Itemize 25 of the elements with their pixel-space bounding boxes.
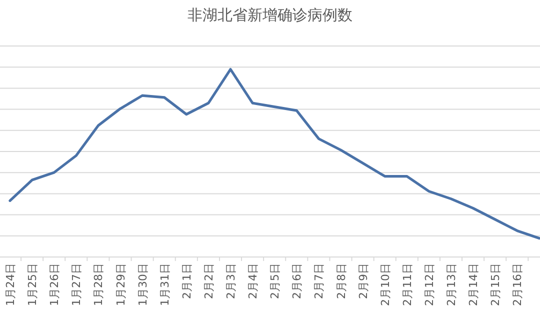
x-tick-label: 2月11日 [400,263,414,306]
x-tick-label: 2月16日 [511,263,524,306]
x-tick-label: 2月13日 [445,263,458,306]
x-tick-label: 2月6日 [290,263,304,299]
x-tick-label: 2月4日 [246,263,260,299]
x-tick-label: 2月7日 [312,263,326,299]
x-tick-label: 2月9日 [356,263,370,299]
x-tick-label: 1月29日 [114,263,128,306]
x-tick-label: 2月15日 [489,263,502,306]
x-tick-label: 2月14日 [467,263,480,306]
x-tick-label: 1月26日 [48,263,62,306]
x-tick-label: 2月3日 [224,263,238,299]
x-tick-label: 2月5日 [268,263,282,299]
x-tick-label: 1月28日 [92,263,106,306]
x-tick-label: 2月10日 [378,263,392,306]
x-tick-label: 2月2日 [202,263,216,299]
x-tick-label: 1月24日 [4,263,17,306]
x-tick-label: 2月8日 [334,263,348,299]
x-tick-label: 1月27日 [70,263,84,306]
x-tick-label: 1月30日 [136,263,150,306]
x-tick-label: 1月25日 [26,263,40,306]
chart-title: 非湖北省新增确诊病例数 [188,6,352,24]
x-tick-label: 1月31日 [158,263,172,306]
x-tick-label: 2月12日 [422,263,436,306]
x-tick-label: 2月1日 [180,263,194,299]
